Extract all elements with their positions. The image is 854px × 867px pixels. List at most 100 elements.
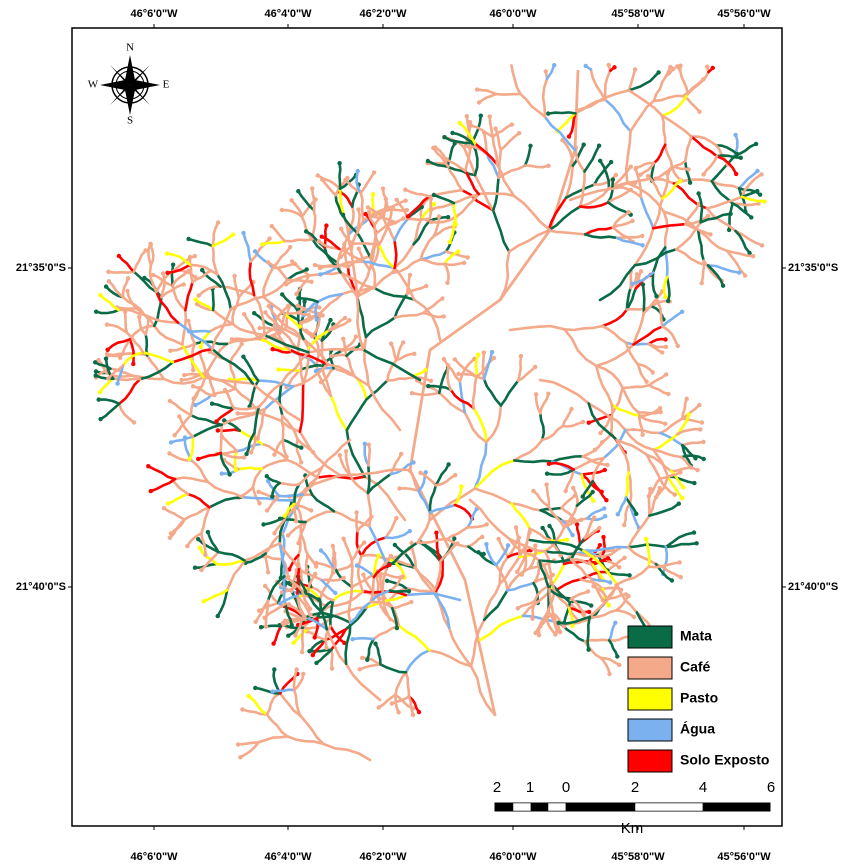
stream-segment: [168, 452, 193, 462]
stream-segment: [377, 224, 390, 246]
stream-segment: [660, 114, 693, 138]
stream-source: [644, 379, 649, 384]
stream-segment: [299, 532, 309, 556]
stream-segment: [121, 276, 130, 299]
stream-segment: [405, 273, 412, 296]
stream-source: [246, 694, 251, 699]
stream-segment: [470, 114, 483, 145]
stream-segment: [666, 474, 696, 485]
stream-segment: [706, 264, 725, 288]
stream-source: [384, 578, 390, 583]
stream-segment: [593, 160, 613, 186]
stream-source: [397, 486, 402, 491]
stream-segment: [242, 231, 253, 263]
stream-source: [598, 158, 603, 163]
stream-source: [388, 553, 394, 559]
stream-segment: [482, 589, 509, 622]
stream-segment: [330, 563, 353, 576]
stream-segment: [659, 417, 684, 435]
stream-segment: [308, 648, 333, 653]
stream-segment: [197, 285, 222, 297]
stream-source: [630, 281, 635, 286]
stream-segment: [281, 438, 288, 459]
compass-point: [130, 80, 160, 90]
stream-source: [663, 294, 668, 300]
stream-source: [295, 303, 300, 308]
stream-segment: [443, 250, 460, 266]
stream-source: [192, 565, 198, 570]
stream-segment: [543, 550, 553, 585]
stream-segment: [206, 530, 220, 554]
stream-segment: [670, 165, 683, 182]
stream-segment: [625, 286, 632, 311]
stream-segment: [338, 453, 352, 476]
stream-segment: [330, 353, 348, 358]
stream-segment: [582, 549, 619, 586]
stream-segment: [315, 648, 333, 665]
stream-source: [677, 560, 682, 565]
stream-segment: [419, 234, 436, 261]
stream-segment: [485, 152, 500, 179]
stream-source: [634, 511, 639, 516]
stream-segment: [634, 167, 643, 199]
stream-segment: [242, 355, 260, 382]
stream-segment: [507, 537, 541, 563]
stream-source: [493, 126, 498, 131]
stream-source: [264, 508, 270, 513]
stream-source: [394, 625, 400, 631]
stream-segment: [198, 546, 218, 566]
stream-source: [672, 492, 677, 497]
stream-segment: [532, 581, 540, 605]
legend-label: Solo Exposto: [680, 752, 769, 768]
stream-segment: [141, 350, 175, 364]
stream-segment: [567, 606, 591, 614]
stream-segment: [543, 550, 577, 556]
stream-segment: [273, 438, 285, 456]
stream-segment: [286, 520, 307, 537]
stream-segment: [650, 161, 656, 183]
stream-segment: [466, 507, 479, 529]
stream-segment: [327, 318, 351, 332]
stream-source: [750, 254, 756, 259]
stream-source: [756, 201, 761, 206]
stream-segment: [538, 378, 591, 405]
stream-segment: [740, 189, 759, 199]
stream-source: [622, 555, 627, 560]
stream-source: [278, 601, 283, 606]
stream-segment: [339, 242, 355, 259]
stream-segment: [435, 531, 442, 563]
stream-source: [443, 156, 449, 162]
stream-source: [574, 522, 580, 527]
stream-segment: [237, 466, 264, 471]
stream-segment: [431, 146, 450, 169]
stream-segment: [675, 248, 710, 267]
stream-source: [737, 270, 742, 275]
stream-source: [350, 637, 355, 642]
stream-source: [387, 562, 392, 568]
stream-segment: [516, 365, 537, 383]
stream-source: [663, 344, 669, 350]
stream-segment: [311, 238, 339, 265]
stream-segment: [372, 286, 416, 301]
stream-segment: [311, 208, 317, 241]
stream-source: [263, 624, 269, 629]
stream-segment: [248, 379, 260, 408]
stream-segment: [367, 383, 402, 432]
stream-source: [692, 480, 697, 486]
stream-source: [509, 122, 514, 127]
stream-segment: [394, 352, 416, 362]
stream-segment: [444, 157, 467, 173]
stream-segment: [264, 552, 270, 574]
stream-segment: [272, 625, 283, 645]
stream-segment: [210, 402, 236, 410]
stream-segment: [229, 295, 265, 311]
stream-segment: [365, 593, 408, 609]
stream-segment: [295, 505, 303, 536]
stream-segment: [550, 454, 585, 463]
stream-segment: [385, 599, 401, 627]
stream-segment: [393, 266, 416, 301]
stream-segment: [257, 490, 281, 498]
compass-point: [130, 85, 150, 105]
stream-segment: [326, 590, 365, 609]
stream-segment: [548, 524, 556, 544]
